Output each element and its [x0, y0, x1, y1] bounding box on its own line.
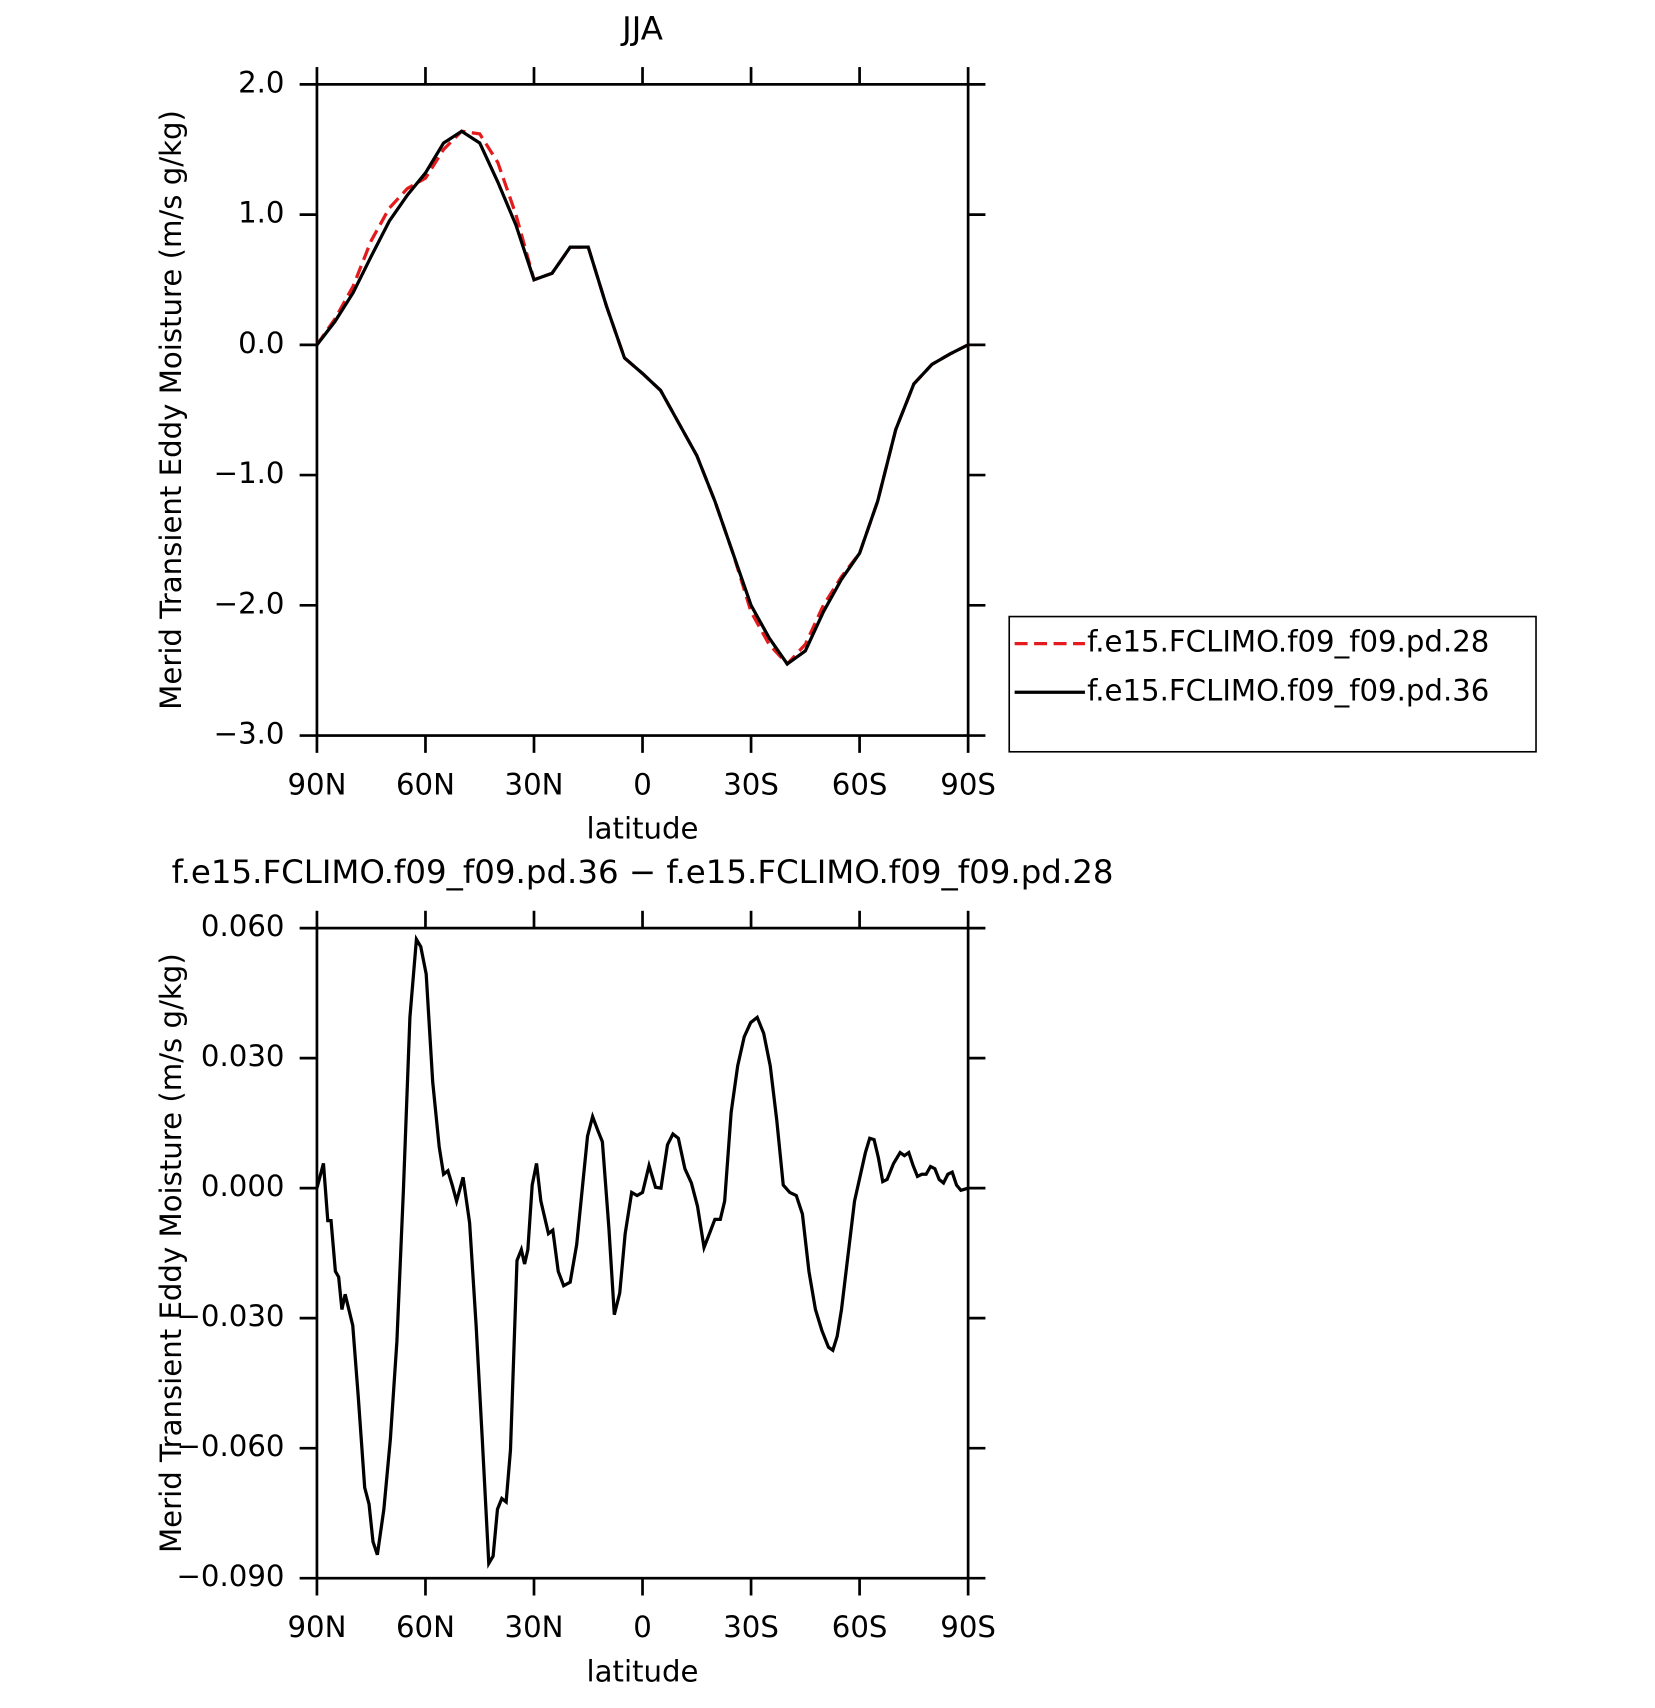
- x-tick-label: 60S: [832, 767, 888, 801]
- y-tick-label: 0.0: [238, 326, 284, 360]
- x-tick-label: 0: [633, 767, 652, 801]
- data-line: [315, 129, 969, 667]
- x-tick-label: 90S: [940, 767, 996, 801]
- x-tick-label: 60N: [396, 767, 455, 801]
- y-tick-label: 2.0: [238, 65, 284, 99]
- chart-title: JJA: [620, 9, 663, 47]
- x-tick-label: 30S: [723, 1610, 779, 1644]
- y-tick-label: −0.030: [176, 1299, 284, 1333]
- y-tick-label: −2.0: [214, 586, 285, 620]
- x-tick-label: 30N: [505, 767, 564, 801]
- data-line: [315, 129, 969, 667]
- x-tick-label: 30N: [505, 1610, 564, 1644]
- x-tick-label: 90N: [287, 1610, 346, 1644]
- y-tick-label: 0.000: [201, 1169, 285, 1203]
- y-tick-label: −0.060: [176, 1429, 284, 1463]
- y-tick-label: −1.0: [214, 456, 285, 490]
- x-tick-label: 30S: [723, 767, 779, 801]
- x-tick-label: 60S: [832, 1610, 888, 1644]
- y-axis-label: Merid Transient Eddy Moisture (m/s g/kg): [154, 953, 188, 1553]
- x-tick-label: 90S: [940, 1610, 996, 1644]
- y-tick-label: −0.090: [176, 1559, 284, 1593]
- legend-label: f.e15.FCLIMO.f09_f09.pd.28: [1087, 625, 1489, 659]
- chart-title: f.e15.FCLIMO.f09_f09.pd.36 − f.e15.FCLIM…: [172, 853, 1114, 891]
- data-line: [315, 934, 969, 1569]
- legend-box: [1008, 615, 1537, 753]
- x-tick-label: 0: [633, 1610, 652, 1644]
- plot-frame: [315, 926, 970, 1580]
- x-axis-label: latitude: [587, 812, 699, 846]
- x-tick-label: 60N: [396, 1610, 455, 1644]
- x-axis-label: latitude: [587, 1654, 699, 1688]
- plot-frame: [315, 83, 970, 737]
- y-tick-label: 0.030: [201, 1039, 285, 1073]
- legend-label: f.e15.FCLIMO.f09_f09.pd.36: [1087, 673, 1489, 707]
- x-tick-label: 90N: [287, 767, 346, 801]
- y-axis-label: Merid Transient Eddy Moisture (m/s g/kg): [154, 110, 188, 710]
- y-tick-label: 0.060: [201, 909, 285, 943]
- y-tick-label: 1.0: [238, 196, 284, 230]
- y-tick-label: −3.0: [214, 717, 285, 751]
